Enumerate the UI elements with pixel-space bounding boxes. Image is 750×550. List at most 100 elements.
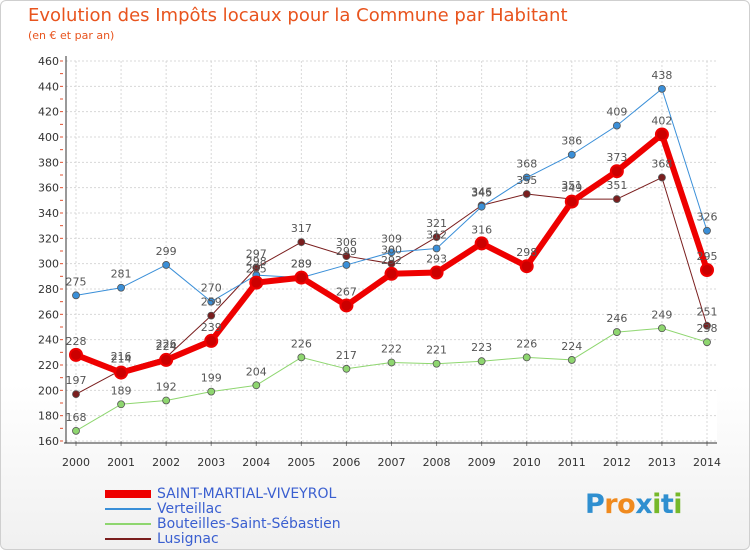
- y-tick-label: 280: [38, 283, 59, 296]
- series-point-0: [249, 275, 264, 290]
- data-label: 270: [201, 282, 222, 295]
- legend-swatch: [105, 490, 151, 498]
- y-tick-label: 200: [38, 384, 59, 397]
- y-tick-label: 460: [38, 55, 59, 68]
- series-point-2: [72, 426, 80, 435]
- y-tick-label: 340: [38, 207, 59, 220]
- series-point-2: [342, 364, 351, 373]
- data-label: 199: [201, 372, 222, 385]
- data-label: 223: [471, 341, 492, 354]
- y-tick-label: 440: [38, 80, 59, 93]
- data-label: 345: [471, 187, 492, 200]
- logo-letter: t: [660, 489, 674, 520]
- legend-swatch: [105, 538, 151, 540]
- series-point-2: [612, 328, 621, 336]
- series-point-1: [117, 283, 125, 292]
- series-point-2: [658, 324, 666, 333]
- data-label: 351: [606, 179, 627, 192]
- series-point-1: [567, 150, 576, 159]
- data-label: 214: [111, 353, 132, 366]
- series-point-2: [387, 358, 396, 367]
- series-point-3: [612, 195, 621, 203]
- data-label: 217: [336, 349, 357, 362]
- data-label: 368: [651, 158, 672, 171]
- series-point-1: [432, 244, 441, 253]
- x-tick-label: 2005: [287, 456, 315, 469]
- data-label: 251: [697, 306, 718, 319]
- data-label: 349: [561, 182, 582, 195]
- series-point-0: [69, 347, 83, 362]
- series-point-1: [612, 121, 621, 130]
- series-point-3: [658, 173, 666, 182]
- chart-title: Evolution des Impôts locaux pour la Comm…: [28, 5, 568, 26]
- data-label: 226: [291, 337, 312, 350]
- data-label: 402: [651, 114, 672, 127]
- y-tick-label: 400: [38, 131, 59, 144]
- x-tick-label: 2014: [693, 456, 721, 469]
- series-point-1: [703, 226, 711, 235]
- legend-swatch: [105, 508, 151, 510]
- series-point-1: [387, 248, 396, 257]
- series-point-1: [342, 261, 351, 269]
- x-tick-label: 2000: [62, 456, 90, 469]
- data-label: 309: [381, 232, 402, 245]
- y-tick-label: 240: [38, 334, 59, 347]
- data-label: 321: [426, 217, 447, 230]
- data-label: 221: [426, 344, 447, 357]
- series-point-2: [703, 338, 711, 347]
- data-label: 224: [561, 340, 582, 353]
- series-point-3: [207, 311, 216, 320]
- series-point-1: [72, 291, 80, 300]
- series-point-2: [432, 359, 441, 368]
- data-label: 246: [606, 312, 627, 325]
- series-point-3: [252, 263, 261, 272]
- series-point-3: [72, 390, 80, 399]
- data-label: 216: [111, 350, 132, 363]
- data-label: 197: [66, 374, 87, 387]
- series-point-0: [654, 127, 669, 142]
- data-label: 249: [651, 308, 672, 321]
- data-label: 298: [516, 246, 537, 259]
- data-label: 409: [606, 106, 627, 119]
- x-tick-label: 2004: [242, 456, 270, 469]
- x-tick-label: 2001: [107, 456, 135, 469]
- data-label: 285: [246, 263, 267, 276]
- series-point-0: [429, 265, 444, 280]
- proxiti-logo: Proxiti: [585, 489, 683, 520]
- series-point-2: [117, 400, 125, 409]
- data-label: 368: [516, 158, 537, 171]
- legend-label: Verteillac: [157, 501, 222, 517]
- series-point-2: [567, 356, 576, 364]
- series-point-1: [658, 84, 666, 93]
- data-label: 192: [156, 380, 177, 393]
- logo-letter: P: [585, 489, 605, 520]
- y-tick-label: 380: [38, 156, 59, 169]
- data-label: 189: [111, 384, 132, 397]
- logo-letter: i: [652, 489, 661, 520]
- data-label: 438: [651, 69, 672, 82]
- data-label: 289: [291, 258, 312, 271]
- y-tick-label: 360: [38, 182, 59, 195]
- data-label: 317: [291, 222, 312, 235]
- y-tick-label: 160: [38, 435, 59, 448]
- chart-subtitle: (en € et par an): [28, 29, 115, 42]
- series-point-0: [159, 352, 174, 367]
- data-label: 316: [471, 223, 492, 236]
- series-point-0: [204, 333, 219, 348]
- data-label: 299: [336, 245, 357, 258]
- y-tick-label: 420: [38, 106, 59, 119]
- data-label: 222: [381, 342, 402, 355]
- data-label: 386: [561, 135, 582, 148]
- data-label: 306: [336, 236, 357, 249]
- x-tick-label: 2008: [423, 456, 451, 469]
- series-point-0: [294, 270, 309, 285]
- data-label: 312: [426, 228, 447, 241]
- series-point-0: [564, 194, 579, 209]
- series-point-2: [477, 357, 486, 366]
- data-label: 346: [471, 185, 492, 198]
- series-point-1: [477, 202, 486, 211]
- data-label: 299: [156, 245, 177, 258]
- x-tick-label: 2009: [468, 456, 496, 469]
